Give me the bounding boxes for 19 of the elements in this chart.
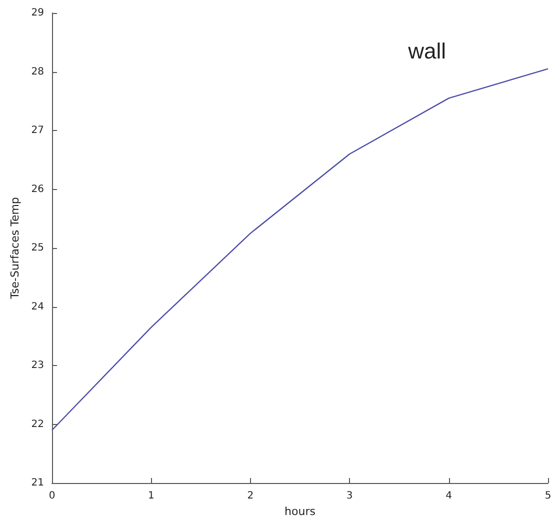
x-axis-title: hours [284, 504, 316, 518]
x-tick-label: 3 [346, 490, 353, 502]
x-tick-label: 2 [247, 490, 254, 502]
x-tick-label: 5 [544, 490, 552, 502]
y-tick-label: 24 [31, 301, 44, 312]
y-tick-label: 21 [31, 478, 44, 488]
y-tick-label: 25 [31, 242, 44, 254]
y-tick-label: 28 [31, 66, 44, 78]
x-tick-label: 4 [446, 490, 452, 502]
y-tick-label: 27 [31, 125, 44, 136]
y-axis-title: Tse-Surfaces Temp [8, 197, 22, 300]
y-tick-label: 29 [31, 8, 44, 18]
line-series [51, 68, 549, 431]
y-tick-label: 22 [31, 418, 44, 430]
annotation: wall [407, 38, 446, 64]
x-tick-label: 0 [48, 490, 56, 502]
x-tick-label: 1 [148, 490, 154, 502]
y-tick-label: 23 [31, 360, 44, 371]
y-tick-label: 26 [31, 184, 44, 195]
